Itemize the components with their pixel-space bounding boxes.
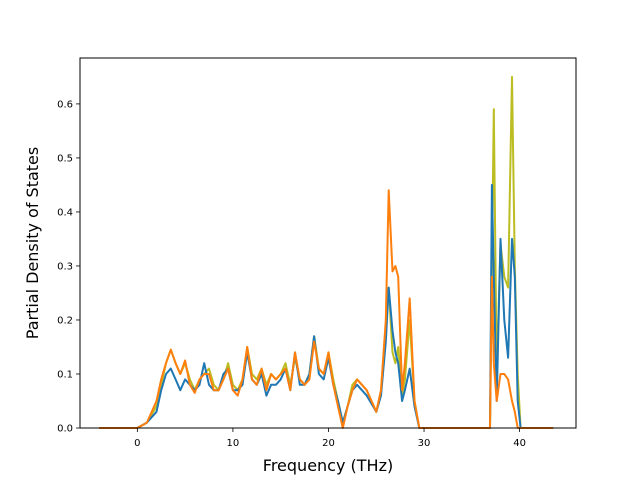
x-tick-label: 10 xyxy=(227,438,240,449)
y-tick-label: 0.0 xyxy=(57,424,73,435)
y-tick-label: 0.1 xyxy=(57,369,73,380)
x-tick-label: 40 xyxy=(513,438,526,449)
plot-frame xyxy=(79,57,577,429)
x-tick-label: 0 xyxy=(134,438,140,449)
y-tick-label: 0.3 xyxy=(57,261,73,272)
y-tick-label: 0.6 xyxy=(57,99,73,110)
y-axis-ticks: 0.0 0.1 0.2 0.3 0.4 0.5 0.6 xyxy=(57,99,80,435)
y-tick-label: 0.5 xyxy=(57,153,73,164)
y-axis-title: Partial Density of States xyxy=(23,147,42,339)
y-tick-label: 0.2 xyxy=(57,315,73,326)
y-tick-label: 0.4 xyxy=(57,207,73,218)
x-tick-label: 20 xyxy=(322,438,335,449)
x-axis-title: Frequency (THz) xyxy=(263,456,393,475)
x-tick-label: 30 xyxy=(418,438,431,449)
x-axis-ticks: 0 10 20 30 40 xyxy=(134,428,526,449)
